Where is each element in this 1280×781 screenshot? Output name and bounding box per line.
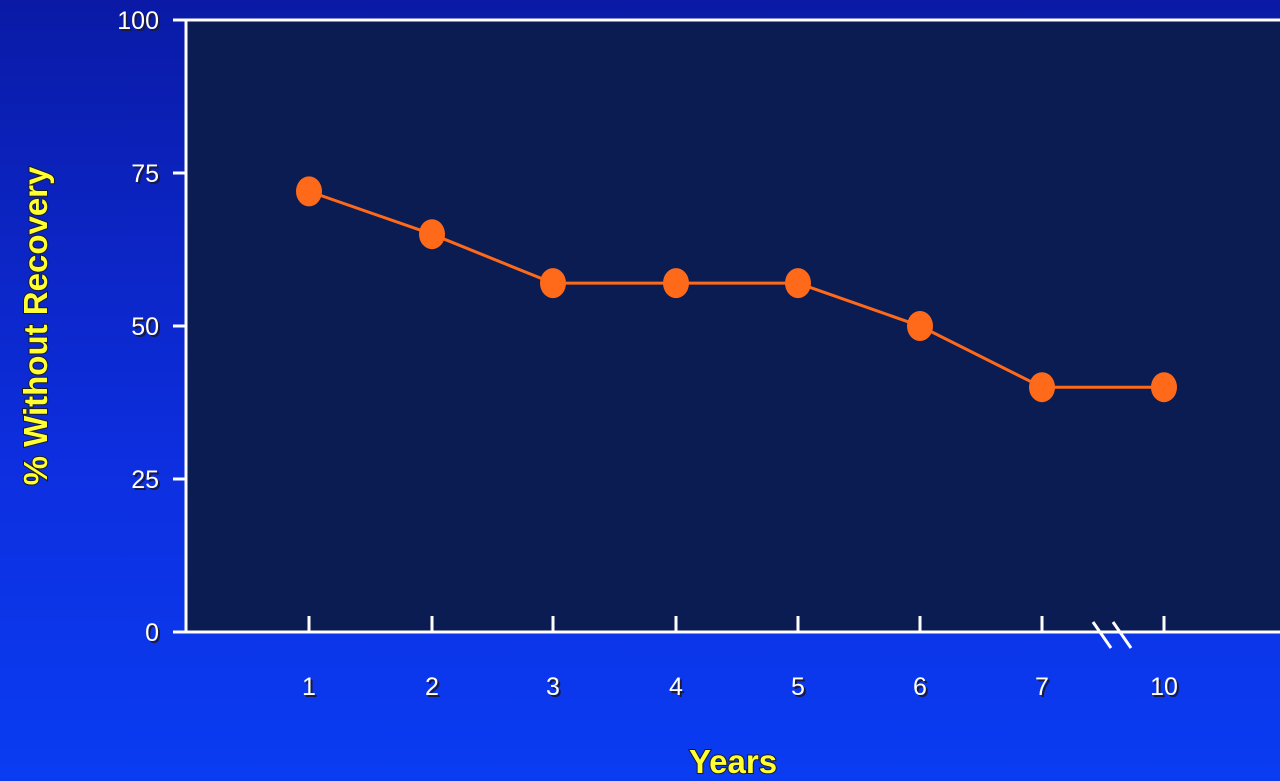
y-tick-label-shadow: 100 [119,9,161,37]
x-tick-label: 6 [913,673,927,701]
x-tick-label-shadow: 6 [915,675,929,703]
y-tick-label: 25 [131,466,159,494]
x-axis-break-mark [1091,621,1133,649]
x-tick-label: 10 [1150,673,1178,701]
x-tick-label: 2 [425,673,439,701]
y-tick-label-shadow: 0 [147,621,161,649]
x-tick-label: 4 [669,673,683,701]
x-tick-label-shadow: 4 [671,675,685,703]
y-axis-title: % Without Recovery [17,166,54,485]
x-tick-label-shadow: 2 [427,675,441,703]
data-point [907,311,933,341]
y-tick-label: 75 [131,160,159,188]
data-point [296,176,322,207]
y-tick-label: 100 [117,7,159,35]
axis-break-slash [1111,621,1133,649]
x-tick-label: 1 [302,673,316,701]
y-tick-label-shadow: 25 [133,468,161,496]
x-tick-label-shadow: 7 [1037,675,1051,703]
y-tick-label-shadow: 50 [133,315,161,343]
data-point [419,219,445,250]
data-point [1029,372,1055,403]
x-tick-label: 3 [546,673,560,701]
data-points [296,176,1177,403]
series-line [308,189,1164,389]
axis-break-slash [1091,621,1113,649]
x-tick-label-shadow: 5 [793,675,807,703]
y-tick-label-shadow: 75 [133,162,161,190]
data-point [785,268,811,299]
plot-area [186,20,1280,632]
x-tick-label: 7 [1035,673,1049,701]
data-point [1151,372,1177,403]
x-tick-label: 5 [791,673,805,701]
x-tick-label-shadow: 3 [548,675,562,703]
x-axis-title: Years [689,743,777,780]
y-tick-label: 50 [131,313,159,341]
data-point [663,268,689,299]
x-tick-label-shadow: 10 [1152,675,1180,703]
data-point [540,268,566,299]
y-tick-label: 0 [145,619,159,647]
x-tick-label-shadow: 1 [304,675,318,703]
